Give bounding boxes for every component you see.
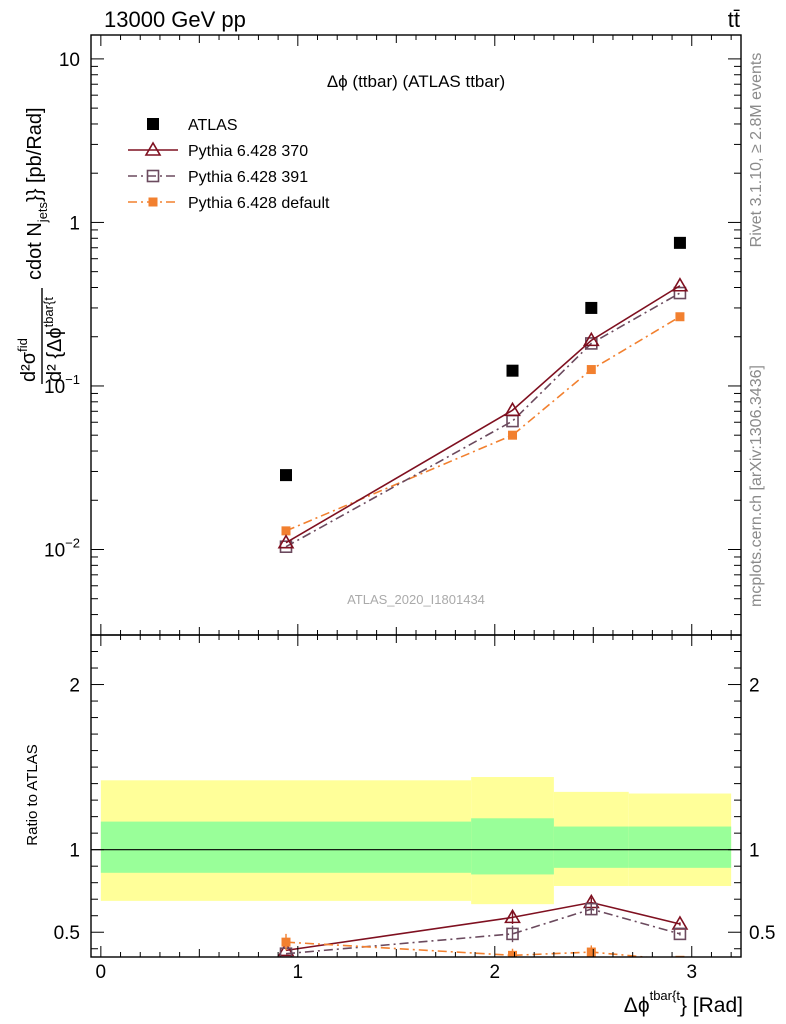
main-series-1-point xyxy=(277,534,295,549)
ylabel-rest-text: cdot N xyxy=(24,222,46,280)
ratio-y-tick-label-right: 1 xyxy=(749,841,760,862)
analysis-watermark: ATLAS_2020_I1801434 xyxy=(347,592,485,607)
ratio-series-0-point xyxy=(277,941,295,957)
ratio-series-1-point xyxy=(506,927,519,941)
ylabel-denominator-sup: tbar{t xyxy=(41,297,56,328)
ylabel-units: }} [pb/Rad] xyxy=(24,107,46,202)
main-series-0-point xyxy=(506,364,519,377)
xlabel-sup: tbar{t xyxy=(650,988,681,1003)
plot-title: Δϕ (ttbar) (ATLAS ttbar) xyxy=(327,72,505,91)
ratio-series-2-point xyxy=(586,947,596,957)
ylabel-numerator-text: d²σ xyxy=(18,351,40,382)
main-y-tick-label: 10−1 xyxy=(44,372,80,398)
main-series-2-line xyxy=(285,292,681,548)
ratio-series-0-point xyxy=(504,908,521,924)
ratio-series-1-line xyxy=(285,908,681,955)
legend-label: Pythia 6.428 370 xyxy=(188,143,308,160)
ylabel-rest-sub: jets xyxy=(35,201,50,223)
rivet-version-label: Rivet 3.1.10, ≥ 2.8M events xyxy=(748,53,765,248)
main-series-0-point xyxy=(673,236,686,249)
process-label: tt̄ xyxy=(728,7,740,32)
main-series-1-point xyxy=(671,277,689,292)
ratio-band-inner-3 xyxy=(628,826,732,868)
ylabel-denominator: d² {Δϕtbar{t xyxy=(41,297,66,382)
legend: ATLAS Pythia 6.428 370 Pythia 6.428 391 Pyt… xyxy=(128,117,330,212)
ratio-series-0-line xyxy=(285,901,681,952)
main-series-group xyxy=(277,236,689,554)
ratio-series-2-point xyxy=(508,950,518,957)
main-series-2-point xyxy=(673,286,687,300)
legend-marker xyxy=(147,118,159,130)
x-tick-label: 0 xyxy=(96,962,107,983)
main-series-3-point xyxy=(586,365,596,375)
main-ylabel: d²σfid d² {Δϕtbar{t cdot Njets}} [pb/Rad… xyxy=(15,107,66,384)
main-y-tick-label: 10 xyxy=(59,50,80,71)
ratio-y-tick-label-left: 2 xyxy=(69,676,80,697)
main-series-1-point xyxy=(504,401,521,417)
x-tick-label: 2 xyxy=(489,962,500,983)
legend-label: Pythia 6.428 391 xyxy=(188,169,308,186)
legend-marker xyxy=(144,141,162,156)
main-series-3-point xyxy=(281,526,291,536)
ratio-series-2-line xyxy=(285,941,654,957)
ratio-xlabel: Δϕtbar{t} [Rad] xyxy=(624,988,743,1017)
main-series-0-point xyxy=(585,301,598,314)
main-y-tick-label-exponent: −2 xyxy=(65,535,80,550)
ratio-band-inner-0 xyxy=(100,821,472,873)
main-y-tick-label: 10−2 xyxy=(44,535,80,561)
ylabel-numerator-sup: fid xyxy=(15,338,30,352)
main-y-tick-label-base: 10 xyxy=(44,377,65,398)
legend-label: ATLAS xyxy=(188,117,238,134)
main-y-tick-label: 1 xyxy=(69,213,80,234)
ratio-y-tick-label-left: 1 xyxy=(69,841,80,862)
ratio-series-1-point xyxy=(673,927,687,941)
ylabel-numerator: d²σfid xyxy=(15,338,40,382)
ratio-band-inner-1 xyxy=(471,818,554,875)
x-tick-label: 1 xyxy=(293,962,304,983)
legend-marker xyxy=(146,169,160,183)
main-series-0-point xyxy=(280,469,292,482)
main-series-1-point xyxy=(582,331,600,347)
ratio-series-1-point xyxy=(585,902,598,916)
ratio-y-tick-label-right: 0.5 xyxy=(749,923,775,944)
xlabel-text: Δϕ xyxy=(624,994,650,1017)
main-panel: Δϕ (ttbar) (ATLAS ttbar) ATLAS_2020_I180… xyxy=(15,72,505,607)
main-series-2-point xyxy=(506,414,519,428)
ratio-series-group xyxy=(277,893,689,957)
ratio-panel: Ratio to ATLAS Δϕtbar{t} [Rad] xyxy=(24,744,743,1017)
ratio-ylabel: Ratio to ATLAS xyxy=(24,744,41,845)
main-y-tick-label-base: 10 xyxy=(44,540,65,561)
ylabel-rest: cdot Njets}} [pb/Rad] xyxy=(24,107,50,280)
ylabel-denominator-text: d² {Δϕ xyxy=(44,327,66,382)
ratio-series-2-point xyxy=(281,937,291,947)
mcplots-label: mcplots.cern.ch [arXiv:1306.3436] xyxy=(748,365,765,607)
x-tick-label: 3 xyxy=(686,962,697,983)
xlabel-rest: } [Rad] xyxy=(680,994,743,1017)
main-series-3-line xyxy=(285,316,681,532)
ratio-band-inner-2 xyxy=(553,826,629,868)
main-series-3-point xyxy=(675,312,685,322)
main-series-1-line xyxy=(285,285,681,544)
main-series-3-point xyxy=(508,430,518,440)
ratio-y-tick-label-right: 2 xyxy=(749,676,760,697)
legend-marker xyxy=(148,197,158,207)
main-y-tick-label-exponent: −1 xyxy=(65,372,80,387)
legend-label: Pythia 6.428 default xyxy=(188,195,330,212)
energy-label: 13000 GeV pp xyxy=(104,7,246,32)
ratio-y-tick-label-left: 0.5 xyxy=(54,923,80,944)
